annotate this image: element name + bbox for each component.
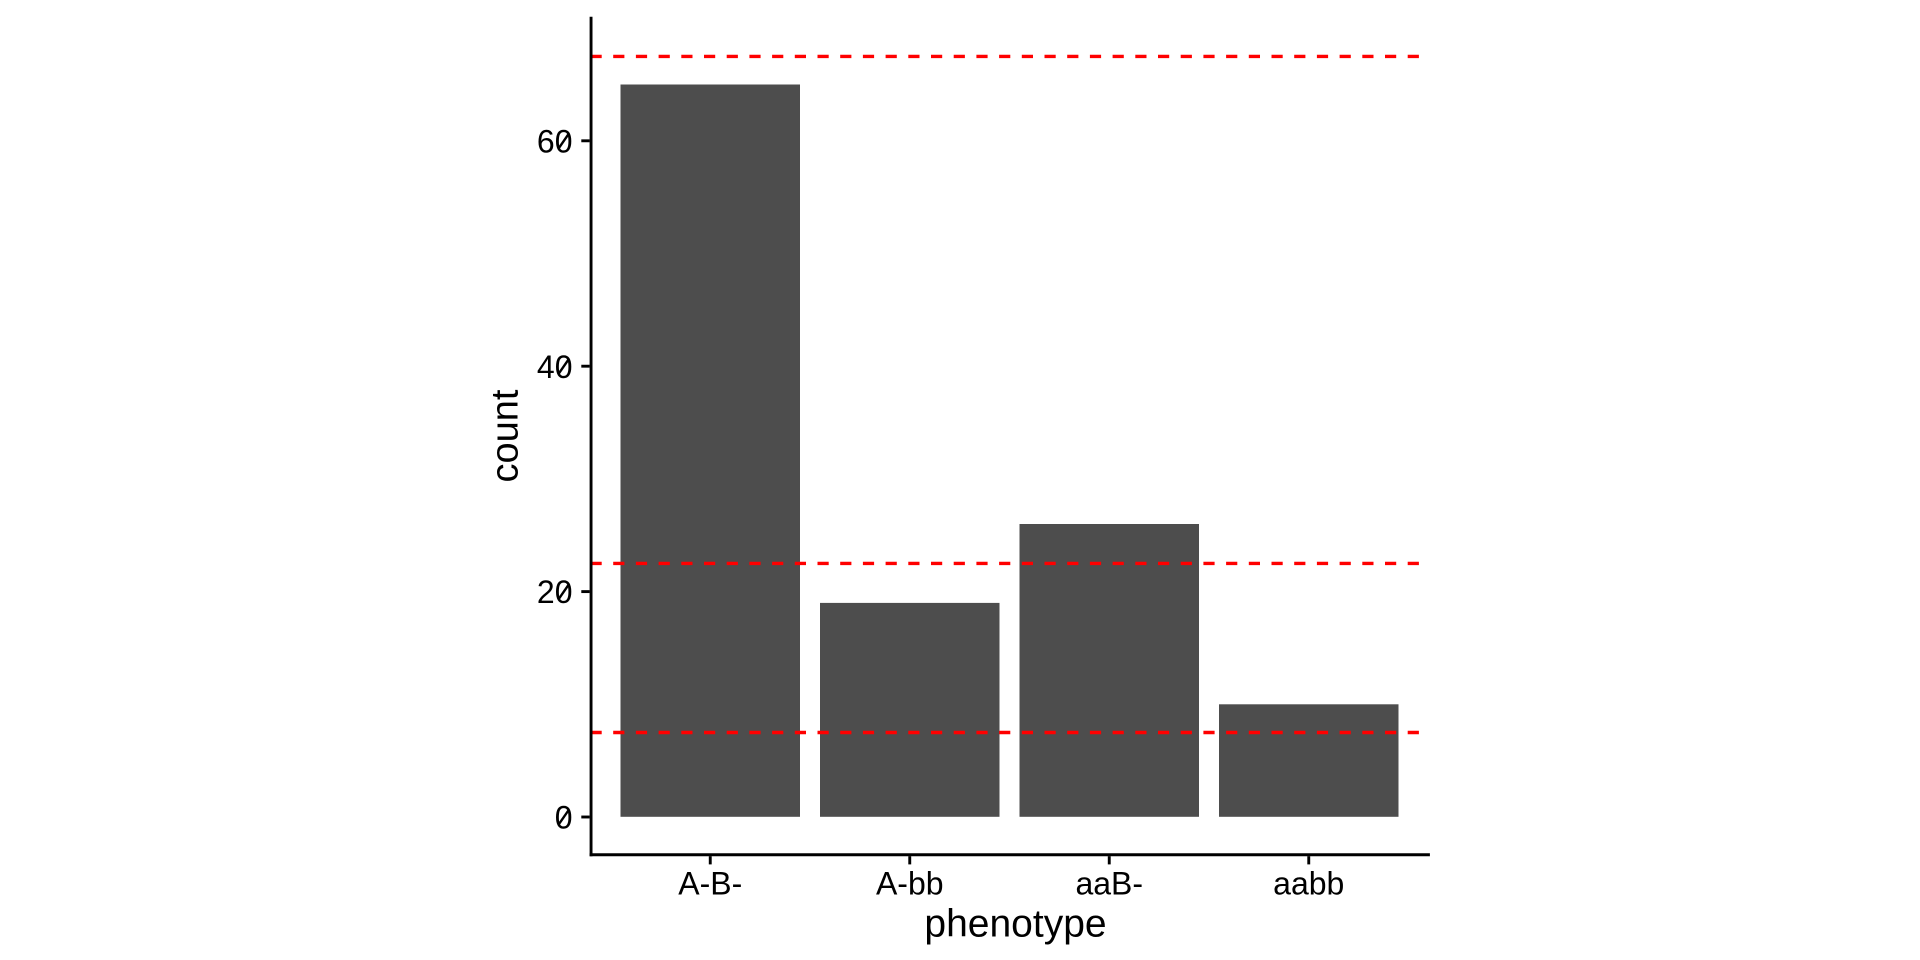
svg-text:A-B-: A-B- <box>678 866 742 902</box>
svg-text:20: 20 <box>537 574 573 610</box>
svg-text:aaB-: aaB- <box>1075 866 1143 902</box>
svg-text:60: 60 <box>537 123 573 159</box>
svg-text:count: count <box>485 389 527 482</box>
svg-text:A-bb: A-bb <box>876 866 944 902</box>
svg-text:40: 40 <box>537 349 573 385</box>
svg-text:phenotype: phenotype <box>924 903 1106 946</box>
svg-text:aabb: aabb <box>1273 866 1344 902</box>
